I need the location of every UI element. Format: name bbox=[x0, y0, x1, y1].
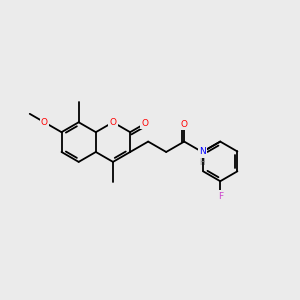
Text: O: O bbox=[141, 119, 148, 128]
Text: F: F bbox=[218, 192, 223, 201]
Text: N: N bbox=[199, 148, 206, 157]
Text: H: H bbox=[199, 158, 205, 167]
Text: O: O bbox=[41, 118, 48, 127]
Text: O: O bbox=[181, 120, 188, 129]
Text: O: O bbox=[110, 118, 116, 127]
